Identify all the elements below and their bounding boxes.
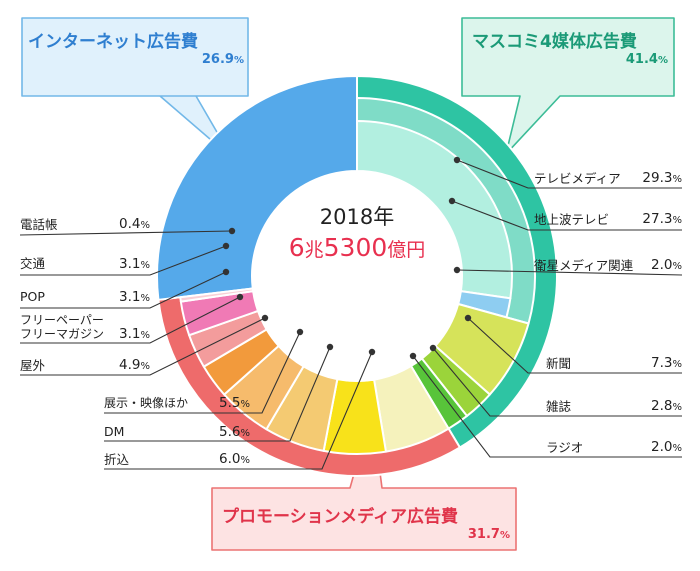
leader-dm — [104, 346, 331, 442]
value-radio: 2.0% — [651, 439, 682, 455]
label-terrestrial: 地上波テレビ — [534, 212, 610, 227]
label-outdoor: 屋外 — [20, 358, 46, 373]
center-amount-b: 5300 — [323, 233, 388, 262]
leader-terrestrial — [451, 200, 682, 231]
label-radio: ラジオ — [546, 440, 584, 455]
leader-transit-dot — [222, 242, 230, 250]
value-terrestrial: 27.3% — [642, 211, 682, 227]
callout-promo-title: プロモーションメディア広告費 — [222, 507, 458, 527]
value-magazine: 2.8% — [651, 398, 682, 414]
callout-internet-title: インターネット広告費 — [28, 32, 198, 52]
center-year: 2018年 — [319, 205, 395, 229]
value-transit: 3.1% — [119, 256, 150, 272]
callout-internet-value: 26.9 — [201, 52, 234, 67]
label-phonebook: 電話帳 — [20, 217, 58, 232]
leader-transit — [20, 245, 227, 276]
callout-internet: インターネット広告費 26.9% — [28, 27, 244, 67]
callout-promo: プロモーションメディア広告費 31.7% — [222, 502, 510, 542]
callout-mass-value: 41.4 — [625, 52, 658, 67]
label-tv: テレビメディア — [534, 171, 621, 186]
leader-pop — [20, 271, 227, 309]
inner-segment-phonebook — [179, 287, 255, 303]
callout-mass-box — [461, 17, 675, 155]
leader-tv-dot — [453, 156, 461, 164]
center-amount-a: 6 — [288, 233, 305, 262]
callout-internet-box — [21, 17, 249, 159]
outer-segment-internet — [156, 75, 358, 301]
center-hole — [253, 172, 461, 380]
leader-satellite — [456, 269, 683, 276]
value-outdoor: 4.9% — [119, 357, 150, 373]
callout-promo-value: 31.7 — [467, 527, 500, 542]
leader-outdoor — [20, 317, 266, 376]
value-pop: 3.1% — [119, 289, 150, 305]
leader-pop-dot — [222, 268, 230, 276]
leader-terrestrial-dot — [448, 197, 456, 205]
leader-dm-dot — [326, 343, 334, 351]
leader-phonebook — [19, 230, 233, 236]
leader-radio — [412, 355, 682, 458]
value-dm: 5.6% — [219, 424, 250, 440]
value-freepaper: 3.1% — [119, 326, 150, 342]
label-freepaper: フリーペーパー フリーマガジン — [20, 313, 105, 341]
value-insert: 6.0% — [219, 451, 250, 467]
value-phonebook: 0.4% — [119, 216, 150, 232]
leader-satellite-dot — [453, 266, 461, 274]
leader-tv — [456, 159, 682, 189]
leader-freepaper — [20, 296, 241, 344]
label-insert: 折込 — [104, 452, 130, 467]
leader-outdoor-dot — [261, 314, 269, 322]
label-satellite: 衛星メディア関連 — [534, 258, 634, 273]
leader-phonebook-dot — [228, 227, 236, 235]
leader-magazine — [432, 347, 682, 417]
leader-radio-dot — [409, 352, 417, 360]
label-transit: 交通 — [20, 256, 46, 271]
callout-mass-title: マスコミ4媒体広告費 — [472, 32, 637, 52]
center-unit-a: 兆 — [304, 239, 324, 261]
value-tv: 29.3% — [642, 170, 682, 186]
value-satellite: 2.0% — [651, 257, 682, 273]
leader-magazine-dot — [429, 344, 437, 352]
chart-center: 2018年 6兆5300億円 — [252, 203, 462, 268]
label-display: 展示・映像ほか — [104, 396, 189, 410]
center-total: 6兆5300億円 — [252, 231, 462, 268]
leader-insert — [104, 351, 373, 470]
value-newspaper: 7.3% — [651, 355, 682, 371]
leader-display — [104, 331, 301, 414]
label-pop: POP — [20, 289, 45, 304]
label-newspaper: 新聞 — [546, 356, 572, 371]
leader-display-dot — [296, 328, 304, 336]
leader-newspaper — [467, 317, 682, 374]
leader-newspaper-dot — [464, 314, 472, 322]
leader-freepaper-dot — [236, 293, 244, 301]
value-display: 5.5% — [219, 395, 250, 411]
callout-mass: マスコミ4媒体広告費 41.4% — [472, 27, 668, 67]
leader-insert-dot — [368, 348, 376, 356]
center-unit-b: 億円 — [387, 239, 426, 261]
label-magazine: 雑誌 — [546, 399, 572, 414]
label-dm: DM — [104, 424, 125, 439]
